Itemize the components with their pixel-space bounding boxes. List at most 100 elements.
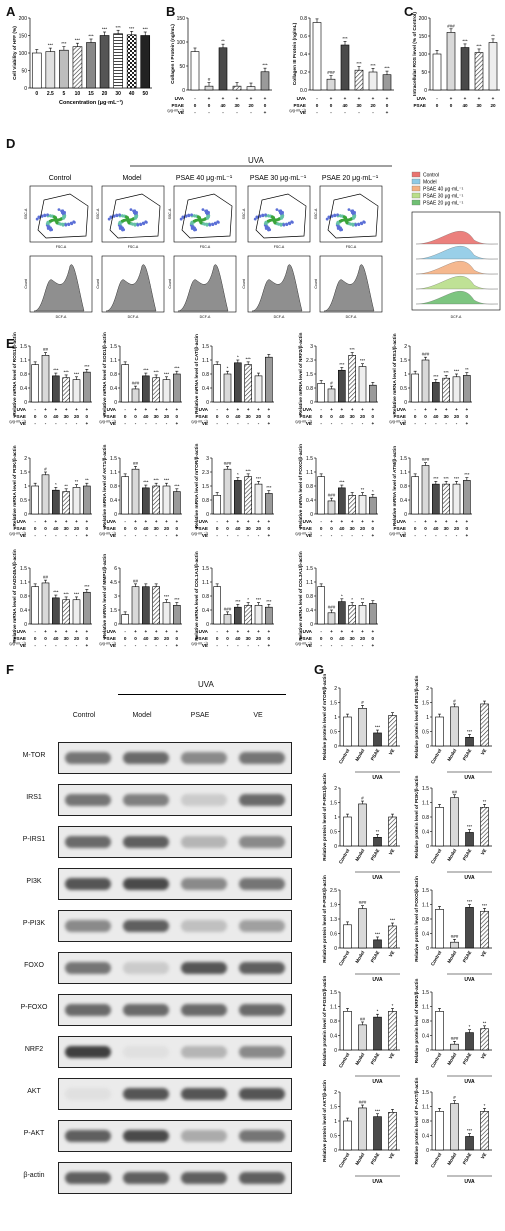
panel-e-chart-12-ytick-label: 4.5	[110, 580, 117, 586]
panel-b1-row-uva-value: +	[222, 96, 225, 101]
blot-band	[181, 836, 227, 848]
panel-e-chart-13-sig-label: *	[247, 597, 249, 602]
panel-e-chart-6-ytick-label: 1.5	[20, 470, 27, 476]
panel-e-chart-14-row-ve-value: -	[362, 643, 364, 648]
panel-b2-row-uva-label: UVA	[297, 96, 307, 101]
panel-e-chart-14-row-psae-value: 0	[372, 636, 375, 641]
panel-e-chart-7-sig-label: ##	[133, 461, 139, 466]
blot-band	[65, 920, 111, 932]
panel-e-chart-13-sig-label: ***	[266, 599, 272, 604]
panel-e-chart-6-row-ve-value: +	[85, 533, 88, 538]
panel-e-chart-12-row-ve-value: -	[145, 643, 147, 648]
panel-b2-row-psae-value: 0	[316, 103, 319, 108]
panel-g-chart-5-bar	[388, 925, 397, 949]
panel-g-chart-4-sig-label: ***	[467, 824, 473, 829]
panel-e-chart-5-row-psae-value: 0	[466, 414, 469, 419]
panel-b2-row-ve-label: VE	[300, 110, 306, 115]
flow-x-axis-label: FSC-A	[128, 245, 139, 249]
panel-e-chart-9-ytick-label: 0.4	[306, 498, 313, 504]
flow-event-dot	[282, 223, 286, 227]
blot-strip	[58, 742, 292, 774]
flow-event-dot	[57, 208, 61, 212]
panel-a-xtick-label: 0	[35, 91, 38, 97]
flow-event-dot	[121, 228, 124, 232]
panel-e-chart-6-row-psae-value: 20	[74, 526, 80, 531]
panel-g-category-label: Model	[446, 848, 457, 862]
panel-g-chart-4-ytick-label: 1.5	[422, 786, 429, 792]
flow-event-dot	[266, 214, 270, 217]
panel-e-chart-2-row-ve-value: -	[145, 421, 147, 426]
panel-g-chart-10-sig-label: *	[484, 1103, 486, 1108]
panel-e-chart-14-sig-label: **	[361, 597, 365, 602]
panel-e-chart-6-ytick-label: 2	[24, 456, 27, 462]
panel-g-chart-9-ytick-label: 0	[334, 1148, 337, 1154]
panel-e-chart-13-ytick-label: 0.4	[202, 608, 209, 614]
flow-overlay-histogram	[415, 291, 499, 305]
panel-e-chart-2-row-uva-value: +	[144, 407, 147, 412]
panel-e-chart-4-ylabel: Relative mRNA level of NRF2/β-actin	[298, 332, 304, 415]
panel-e-chart-13-ytick-label: 0.8	[202, 594, 209, 600]
panel-g-chart-7-bar	[343, 1011, 352, 1051]
flow-event-dot	[345, 221, 349, 225]
panel-g-chart-7-sig-label: ##	[360, 1016, 366, 1021]
panel-e-chart-11-row-psae-value: 0	[34, 636, 37, 641]
panel-e-chart-9-sig-label: *	[372, 489, 374, 494]
panel-e-chart-4-ytick-label: 0.8	[306, 386, 313, 392]
flow-event-dot	[338, 214, 342, 217]
panel-e-chart-8-row-uva-value: +	[267, 519, 270, 524]
blot-band	[181, 962, 227, 974]
flow-x-axis-label: FSC-A	[274, 245, 285, 249]
panel-e-chart-4-row-uva-value: +	[361, 407, 364, 412]
panel-e-chart-8-row-psae-value: 0	[226, 526, 229, 531]
panel-e-chart-9-ytick-label: 1.5	[306, 456, 313, 462]
panel-g-chart-9-bar	[373, 1116, 382, 1151]
flow-x-axis-label: FSC-A	[200, 245, 211, 249]
panel-e-chart-5-sig-label: ***	[454, 369, 460, 374]
panel-e-chart-1-ytick-label: 0	[24, 400, 27, 406]
panel-g-chart-5-bar	[358, 908, 367, 949]
panel-e-chart-13-ylabel: Relative mRNA level of COL1A1/β-actin	[194, 551, 200, 640]
flow-event-dot	[43, 213, 47, 217]
flow-event-dot	[347, 208, 351, 212]
panel-g-category-label: Control	[430, 950, 443, 967]
panel-e-chart-13-row-ve-value: -	[258, 643, 260, 648]
panel-g-chart-3-ytick-label: 1.5	[330, 801, 337, 807]
panel-e-chart-12-sig-label: ***	[174, 597, 180, 602]
blot-band	[65, 878, 111, 890]
panel-b2-row-psae-value: 0	[330, 103, 333, 108]
panel-e-chart-13-row-uva-value: +	[267, 629, 270, 634]
panel-g-category-label: VE	[388, 748, 395, 756]
blot-band	[123, 1004, 169, 1016]
panel-b2-sig-label: ***	[342, 36, 348, 41]
panel-e-chart-5-row-uva-label: UVA	[397, 407, 407, 412]
panel-e-chart-2-sig-label: ***	[154, 369, 160, 374]
panel-e-chart-9-sig-label: **	[361, 487, 365, 492]
flow-event-dot	[261, 213, 265, 217]
panel-g-chart-7-ytick-label: 0.8	[330, 1019, 337, 1025]
panel-a-xtick-label: 5	[62, 91, 65, 97]
panel-g-category-label: PSAE	[462, 1152, 473, 1165]
panel-c-sig-label: **	[491, 33, 495, 38]
flow-event-dot	[264, 213, 267, 217]
panel-e-chart-8-ytick-label: 3	[206, 456, 209, 462]
panel-g-chart-4-ytick-label: 0.8	[422, 815, 429, 821]
panel-e-chart-2-ylabel: Relative mRNA level of SOD1/β-actin	[102, 332, 108, 416]
panel-e-chart-10-row-uva-value: +	[434, 519, 437, 524]
panel-e-chart-4-row-psae-label: PSAE	[299, 414, 312, 419]
panel-g-category-label: Control	[338, 848, 351, 865]
flow-hist-x-label: DCF-A	[274, 315, 285, 319]
panel-e-chart-1-row-ve-value: -	[55, 421, 57, 426]
blot-band	[123, 1046, 169, 1058]
panel-e-chart-14-sig-label: *	[351, 597, 353, 602]
flow-event-dot	[136, 223, 140, 227]
panel-c-row-uva-value: -	[436, 96, 438, 101]
panel-g-chart-1-sig-label: #	[361, 700, 364, 705]
panel-e-chart-7-sig-label: ***	[143, 480, 149, 485]
blot-band	[123, 1088, 169, 1100]
blot-band	[123, 1130, 169, 1142]
panel-e-chart-5-row-ve-value: -	[445, 421, 447, 426]
panel-e-chart-10-row-psae-value: 20	[454, 526, 460, 531]
flow-event-dot	[54, 218, 58, 222]
panel-e-chart-5-row-psae-value: 40	[433, 414, 439, 419]
